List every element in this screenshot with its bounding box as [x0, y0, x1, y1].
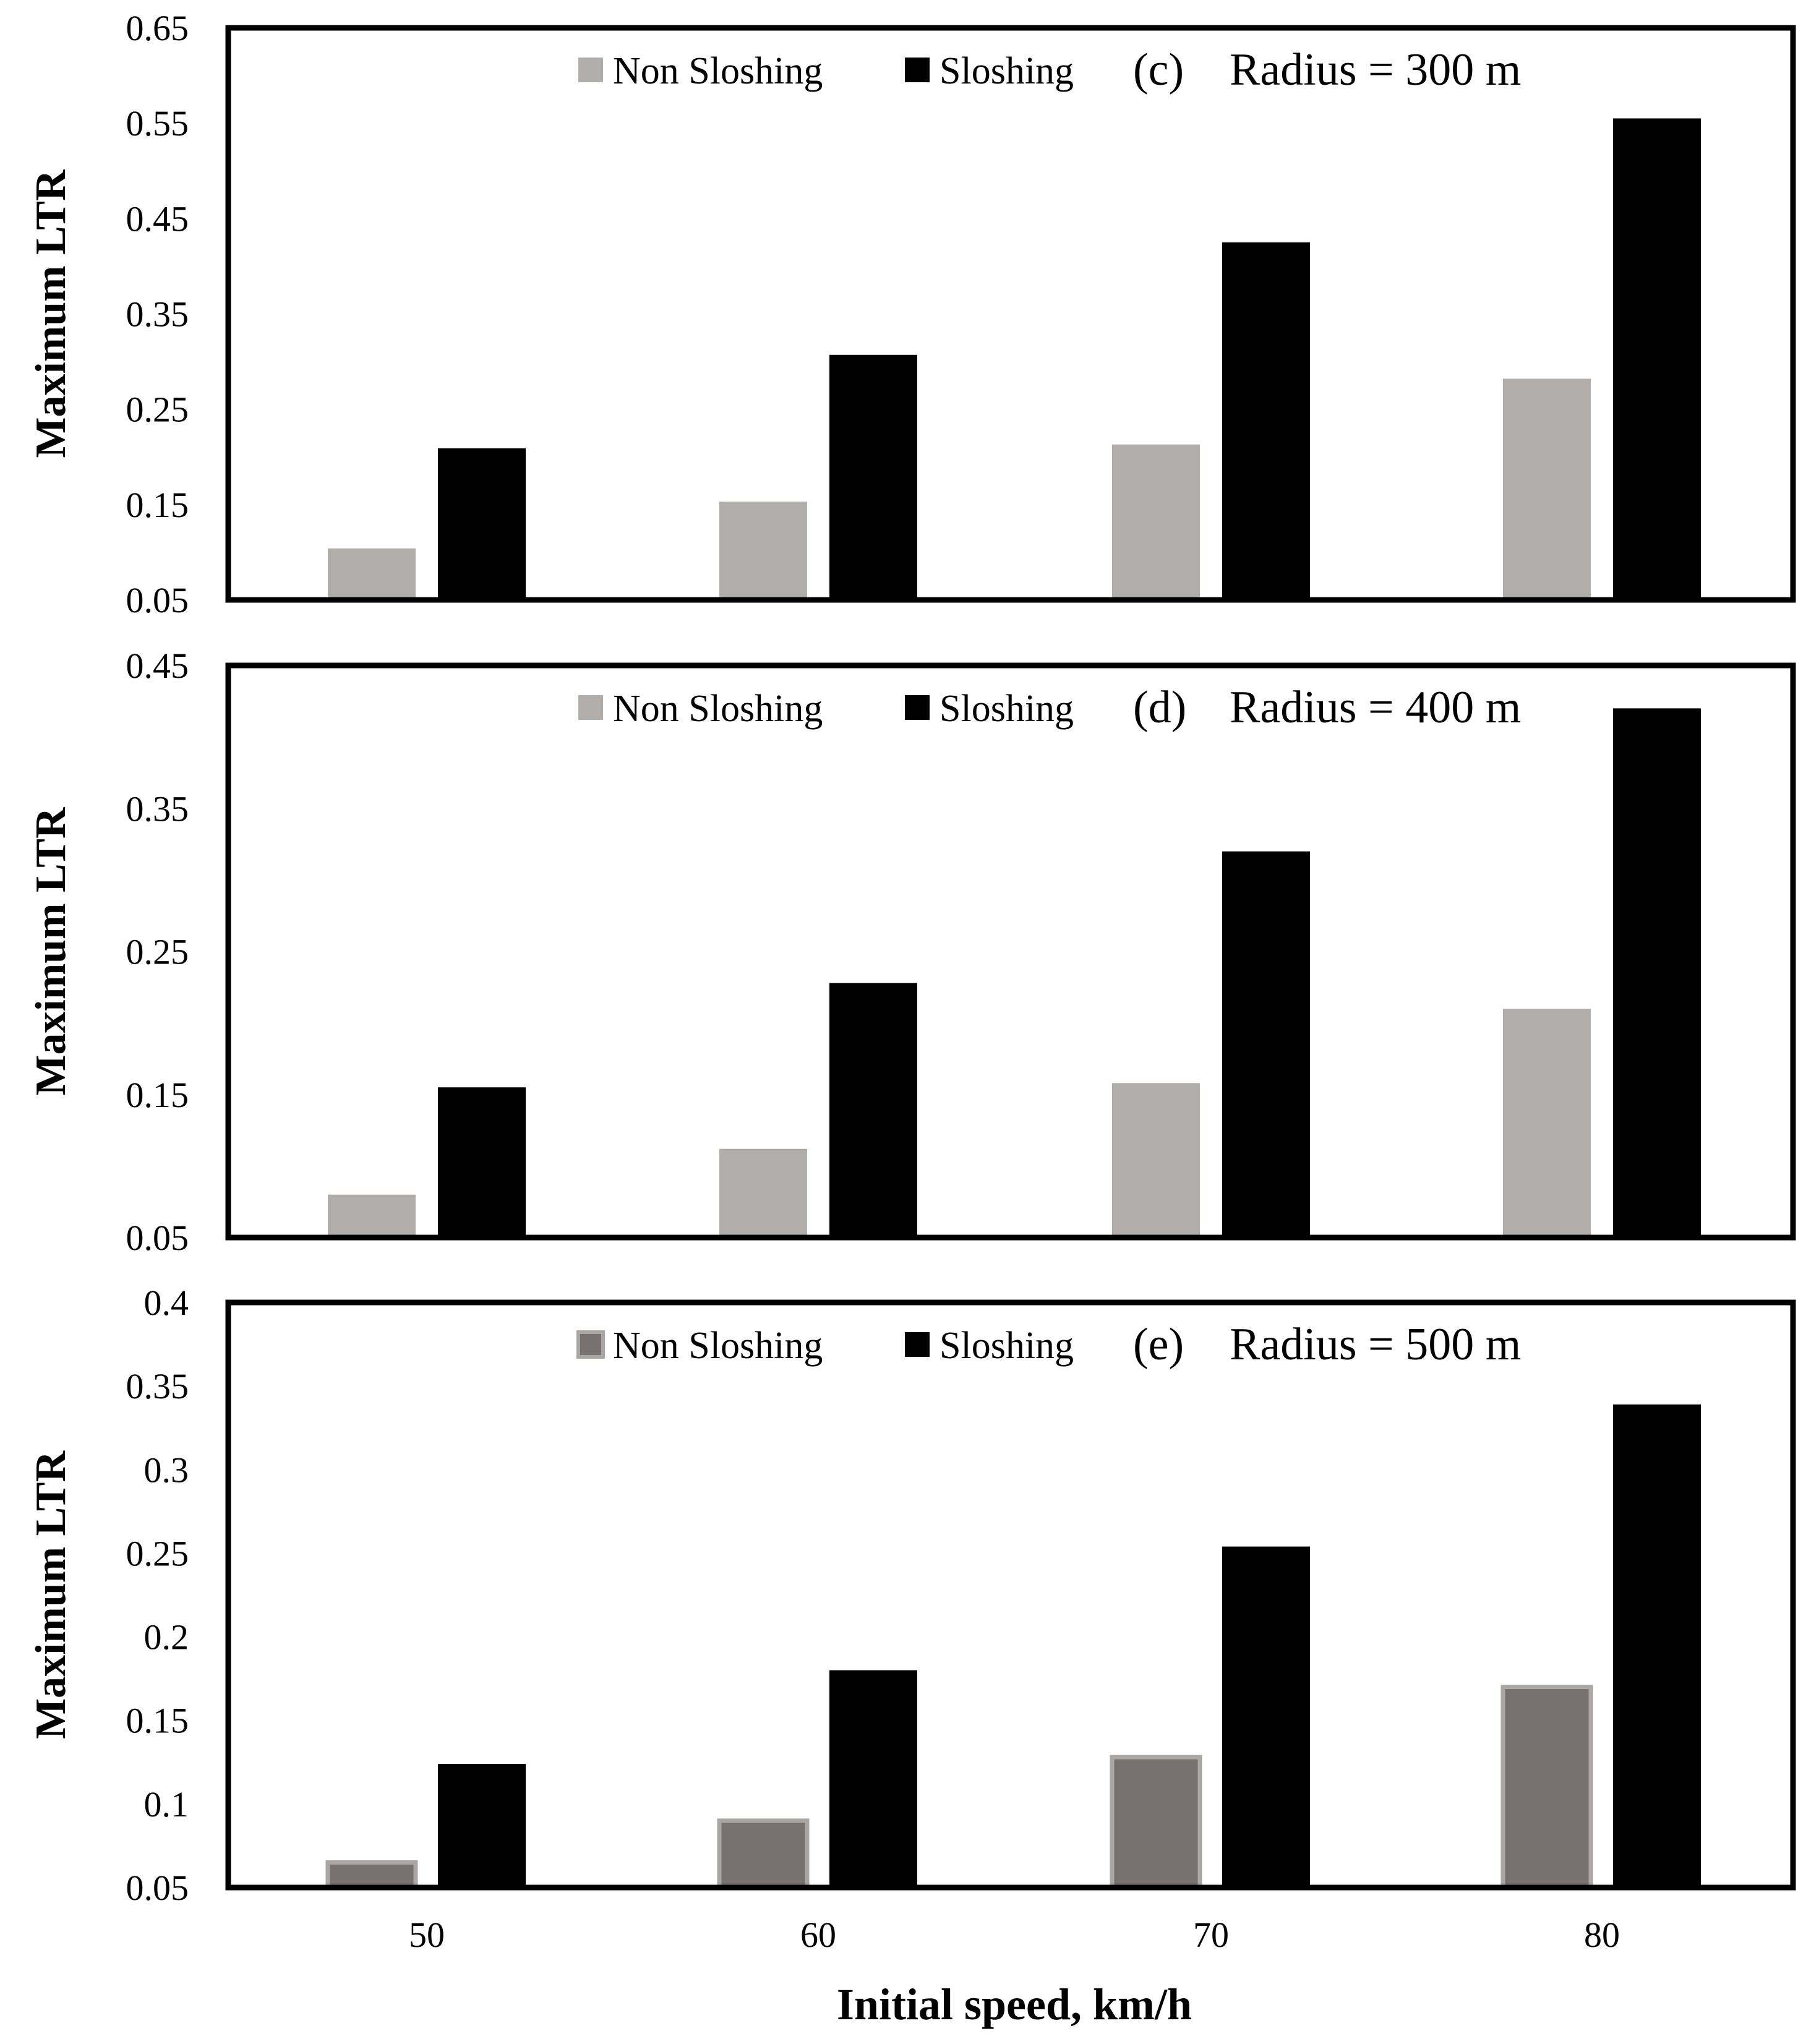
bar-sloshing-60 — [829, 354, 917, 600]
y-tick-label: 0.35 — [126, 294, 189, 335]
y-tick-label: 0.35 — [126, 789, 189, 829]
bar-sloshing-50 — [438, 1763, 526, 1888]
legend-swatch-sloshing — [905, 695, 930, 720]
bar-non-sloshing-50 — [328, 548, 416, 600]
y-tick-label: 0.05 — [126, 580, 189, 620]
y-tick-label: 0.25 — [126, 932, 189, 972]
y-tick-label: 0.15 — [126, 1701, 189, 1741]
y-tick-label: 0.45 — [126, 199, 189, 239]
panels: 0.05 0.15 0.25 0.35 0.45 0.55 0.65 Maximum LTR N… — [27, 8, 1796, 1908]
bar-non-sloshing-80 — [1503, 378, 1591, 600]
legend-swatch-non-sloshing — [578, 58, 603, 82]
panel-c: 0.05 0.15 0.25 0.35 0.45 0.55 0.65 Maximum LTR N… — [27, 8, 1796, 620]
x-tick-label-50: 50 — [409, 1915, 445, 1955]
x-tick-label-80: 80 — [1584, 1915, 1620, 1955]
bar-non-sloshing-50 — [325, 1860, 418, 1890]
panel-label: (e) — [1133, 1319, 1184, 1370]
bar-sloshing-80 — [1613, 118, 1701, 601]
y-tick-label: 0.55 — [126, 103, 189, 143]
bar-sloshing-60 — [829, 983, 917, 1238]
bar-sloshing-70 — [1222, 851, 1310, 1238]
legend-label-sloshing: Sloshing — [939, 688, 1074, 730]
bar-non-sloshing-80 — [1500, 1685, 1593, 1890]
y-tick-label: 0.05 — [126, 1218, 189, 1258]
y-tick-label: 0.15 — [126, 1075, 189, 1115]
bar-non-sloshing-70 — [1110, 1755, 1202, 1890]
panel-label: (d) — [1133, 682, 1186, 733]
bar-sloshing-70 — [1222, 1546, 1310, 1888]
y-tick-label: 0.25 — [126, 1533, 189, 1573]
plot-frame — [225, 25, 1796, 603]
bar-sloshing-50 — [438, 448, 526, 600]
panel-title: Radius = 500 m — [1230, 1319, 1521, 1370]
bar-sloshing-80 — [1613, 708, 1701, 1238]
legend-label-non-sloshing: Non Sloshing — [613, 50, 823, 92]
y-tick-label: 0.15 — [126, 485, 189, 525]
legend-swatch-sloshing — [905, 1332, 930, 1357]
bar-non-sloshing-50 — [328, 1194, 416, 1238]
bar-non-sloshing-80 — [1503, 1009, 1591, 1238]
y-tick-label: 0.1 — [144, 1784, 189, 1824]
legend-label-sloshing: Sloshing — [939, 1325, 1074, 1367]
y-tick-label: 0.65 — [126, 8, 189, 48]
y-tick-label: 0.05 — [126, 1868, 189, 1908]
panel-d: 0.05 0.15 0.25 0.35 0.45 Maximum LTR Non Slosh… — [27, 646, 1796, 1258]
y-tick-label: 0.3 — [144, 1450, 189, 1490]
y-axis-label: Maximum LTR — [27, 806, 75, 1096]
legend-swatch-non-sloshing — [576, 1330, 605, 1359]
legend-swatch-sloshing — [905, 58, 930, 82]
plot-frame — [225, 662, 1796, 1241]
bar-non-sloshing-60 — [717, 1818, 810, 1890]
x-tick-label-70: 70 — [1193, 1915, 1229, 1955]
bar-non-sloshing-60 — [719, 502, 807, 600]
y-axis-label: Maximum LTR — [27, 1450, 75, 1740]
y-tick-label: 0.35 — [126, 1366, 189, 1406]
legend-label-non-sloshing: Non Sloshing — [613, 1325, 823, 1367]
y-axis-label: Maximum LTR — [27, 169, 75, 458]
y-tick-label: 0.4 — [144, 1283, 189, 1323]
bar-non-sloshing-70 — [1112, 444, 1200, 600]
bar-non-sloshing-60 — [719, 1148, 807, 1238]
shared-x-axis: 50 60 70 80 Initial speed, km/h — [409, 1915, 1620, 2029]
x-axis-label: Initial speed, km/h — [837, 1980, 1192, 2029]
bar-sloshing-70 — [1222, 242, 1310, 600]
bar-sloshing-60 — [829, 1670, 917, 1888]
y-tick-label: 0.45 — [126, 646, 189, 686]
legend-swatch-non-sloshing — [578, 695, 603, 720]
y-tick-label: 0.25 — [126, 390, 189, 430]
panel-e: 0.05 0.1 0.15 0.2 0.25 0.3 0.35 0.4 Maximum LTR N… — [27, 1283, 1796, 1908]
x-tick-label-60: 60 — [800, 1915, 836, 1955]
legend-label-sloshing: Sloshing — [939, 50, 1074, 92]
plot-frame — [225, 1299, 1796, 1891]
legend-label-non-sloshing: Non Sloshing — [613, 688, 823, 730]
panel-label: (c) — [1133, 45, 1184, 95]
bar-non-sloshing-70 — [1112, 1083, 1200, 1238]
panel-title: Radius = 400 m — [1230, 682, 1521, 733]
panel-title: Radius = 300 m — [1230, 45, 1521, 95]
bar-sloshing-50 — [438, 1087, 526, 1238]
bar-sloshing-80 — [1613, 1404, 1701, 1888]
y-tick-label: 0.2 — [144, 1617, 189, 1657]
